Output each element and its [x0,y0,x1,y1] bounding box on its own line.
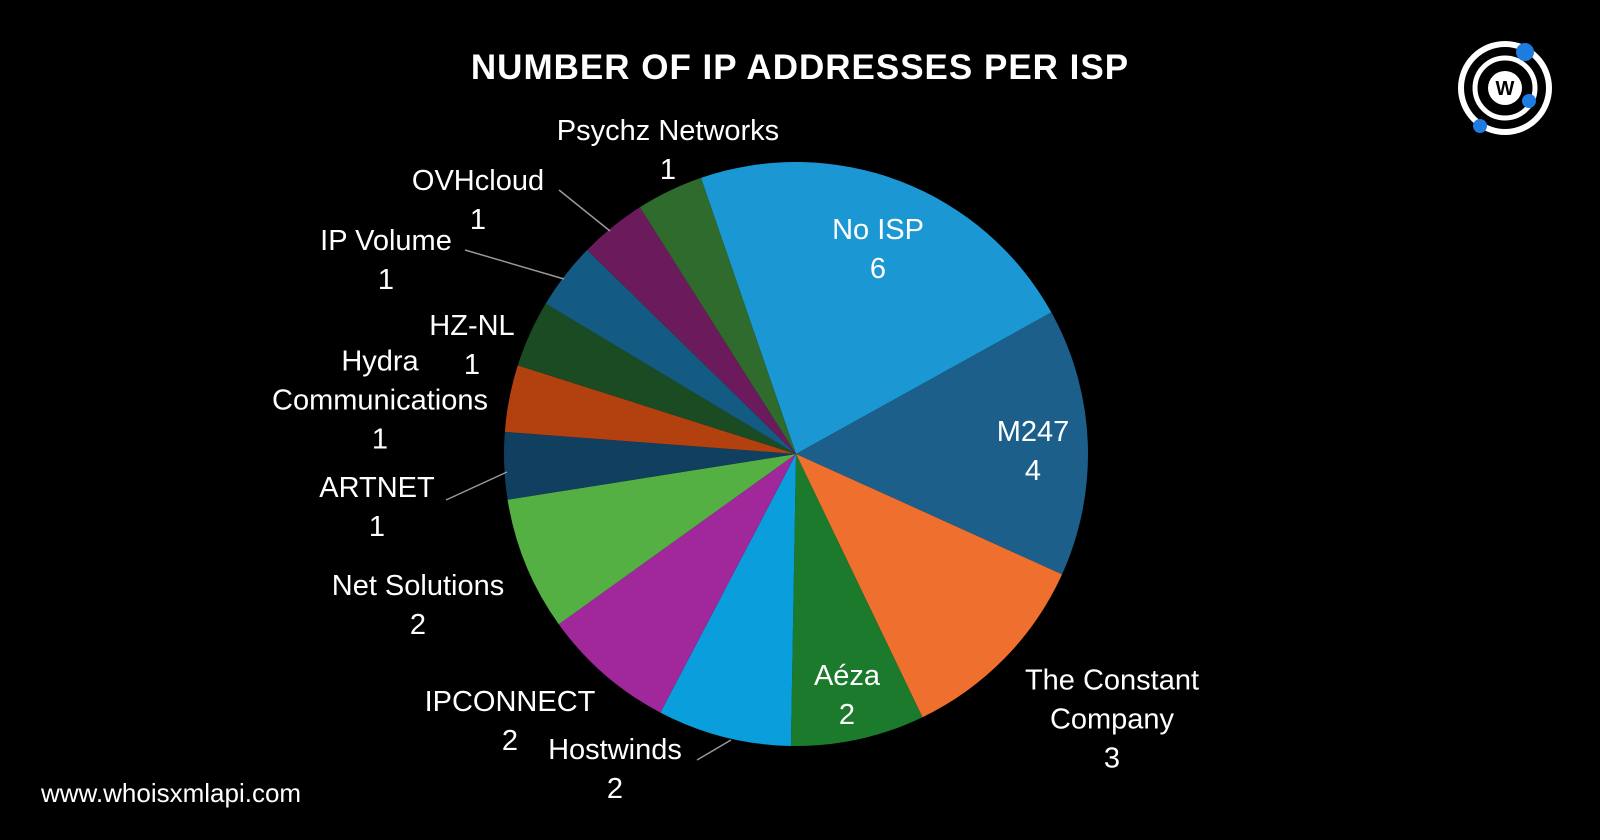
slice-name: Hostwinds [548,734,682,766]
slice-value: 6 [869,253,887,285]
slice-value: 2 [606,773,624,805]
logo: W [1458,41,1552,135]
pie-slice [558,454,796,713]
pie-slice [700,162,1052,454]
slice-label: Psychz Networks 1 [528,112,808,190]
leader-line [696,739,732,761]
logo-ring [1458,41,1552,135]
slice-value: 2 [409,609,427,641]
slice-name: Net Solutions [331,570,505,602]
footer: www.whoisxmlapi.com [41,778,302,808]
leader-line [558,189,611,232]
slice-label: Hostwinds 2 [515,731,715,809]
slice-value: 2 [501,725,519,757]
slice-label: Aéza 2 [782,657,912,735]
pie-slice [660,454,796,746]
pie-slice [517,303,796,454]
slice-name: HZ-NL [429,310,515,342]
pie-slice [504,431,796,500]
logo-dot [1516,43,1534,61]
slice-value: 1 [371,423,389,456]
slice-label: IPCONNECT 2 [400,683,620,761]
slice-name: M247 [996,416,1070,448]
pie-slice [796,312,1088,575]
logo-dot [1522,94,1536,108]
pie-slice [639,177,796,454]
slice-value: 1 [463,349,481,381]
slice-label: Hydra Communications 1 [240,343,520,460]
pie-slice [796,454,1063,718]
slice-label: Net Solutions 2 [298,567,538,645]
slice-name: OVHcloud [411,165,545,197]
slice-value: 1 [659,154,677,186]
slice-name: Psychz Networks [556,115,780,147]
slice-label: HZ-NL 1 [392,307,552,385]
slice-value: 3 [1103,742,1121,775]
slice-label: M247 4 [968,413,1098,491]
logo-core [1488,71,1522,105]
logo-text: W [1496,78,1515,100]
logo-dot [1473,119,1487,133]
slice-label: The Constant Company 3 [992,662,1232,779]
slice-value: 2 [838,699,856,731]
slice-name: IP Volume [320,225,452,257]
pie-slice [587,207,796,454]
slice-label: No ISP 6 [813,211,943,289]
slice-name: IPCONNECT [424,686,596,718]
leader-line [464,249,565,280]
slice-label: OVHcloud 1 [388,162,568,240]
slice-value: 1 [368,511,386,543]
slice-name: Aéza [813,660,881,692]
logo-ring [1472,55,1538,121]
leader-line [445,471,508,501]
slice-value: 1 [469,204,487,236]
pie-slice [507,454,796,625]
pie-slice [545,249,796,454]
slice-label: IP Volume 1 [296,222,476,300]
pie-slice [790,454,923,746]
pie-slice [504,365,796,454]
chart-title: NUMBER OF IP ADDRESSES PER ISP [470,48,1130,87]
slice-value: 4 [1024,455,1042,487]
slice-name: No ISP [832,214,924,246]
slice-name: Hydra Communications [272,345,488,417]
slice-name: ARTNET [319,472,435,504]
slice-name: The Constant Company [1024,664,1200,736]
slice-value: 1 [377,264,395,296]
slice-label: ARTNET 1 [297,469,457,547]
